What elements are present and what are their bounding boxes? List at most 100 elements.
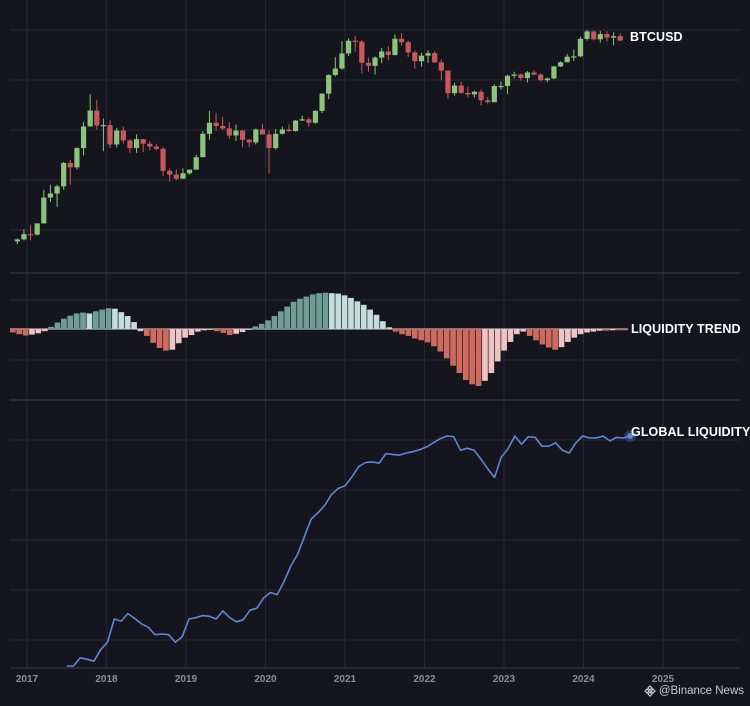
- trend-bar: [35, 329, 42, 334]
- candle-body: [107, 125, 113, 145]
- candle-body: [610, 36, 617, 38]
- trend-bar: [67, 315, 74, 329]
- trend-bar: [488, 329, 495, 374]
- candle-body: [100, 125, 107, 127]
- trend-bar: [41, 329, 48, 332]
- trend-bar: [533, 329, 539, 341]
- trend-bar: [80, 312, 86, 329]
- candle-body: [94, 110, 100, 126]
- trend-bar: [226, 329, 233, 336]
- candle-body: [266, 134, 272, 149]
- candle-body: [392, 38, 398, 55]
- trend-bar: [188, 329, 195, 336]
- candle-body: [253, 129, 259, 143]
- trend-bar: [360, 304, 367, 329]
- trend-bar: [494, 329, 501, 362]
- candle-body: [67, 163, 73, 168]
- candle-body: [147, 143, 153, 147]
- last-point-marker: [627, 433, 634, 439]
- trend-bar: [112, 308, 118, 329]
- candle-body: [326, 74, 332, 94]
- candle-body: [306, 119, 312, 123]
- candle-body: [451, 85, 458, 94]
- candle-body: [425, 53, 431, 56]
- trend-bar: [22, 329, 29, 336]
- candle-body: [465, 92, 471, 95]
- candle-body: [226, 128, 232, 136]
- candle-body: [531, 72, 537, 75]
- watermark-text: @Binance News: [658, 685, 744, 697]
- candle-body: [27, 234, 34, 236]
- candle-body: [365, 62, 372, 66]
- candle-body: [299, 119, 305, 121]
- trend-bar: [431, 329, 437, 347]
- candle-body: [34, 223, 40, 235]
- trend-bar: [233, 329, 239, 334]
- trend-bar: [386, 327, 393, 329]
- trend-bar: [596, 329, 603, 331]
- trend-bar: [520, 329, 527, 332]
- candle-body: [551, 66, 557, 79]
- trend-bar: [246, 329, 252, 330]
- trend-bar: [29, 329, 35, 335]
- candle-body: [544, 78, 550, 81]
- trend-bar: [418, 329, 424, 341]
- candle-body: [186, 169, 193, 174]
- candle-body: [61, 163, 67, 187]
- candle-body: [120, 130, 126, 141]
- trend-bar: [124, 316, 131, 329]
- candle-body: [518, 74, 524, 79]
- trend-bar: [10, 329, 16, 333]
- trend-bar: [469, 329, 476, 385]
- trend-bar: [137, 329, 144, 332]
- trend-bar: [335, 293, 342, 329]
- candle-body: [478, 91, 484, 101]
- candle-body: [127, 140, 133, 149]
- candle-body: [140, 139, 146, 144]
- candle-body: [345, 40, 352, 54]
- candle-body: [312, 110, 319, 123]
- trend-bar: [437, 329, 444, 352]
- x-axis-tick-label: 2019: [174, 674, 198, 685]
- candle-body: [379, 51, 385, 58]
- candle-body: [557, 62, 564, 67]
- candle-body: [193, 157, 199, 170]
- trend-bar: [341, 295, 348, 329]
- candle-body: [604, 34, 610, 38]
- x-axis-tick-label: 2025: [651, 674, 675, 685]
- trend-bar: [584, 329, 590, 333]
- trend-bar: [169, 329, 176, 350]
- global-liquidity-line: [66, 435, 631, 667]
- trend-bar: [514, 329, 520, 335]
- candle-body: [577, 38, 584, 57]
- trend-bar: [367, 309, 373, 329]
- candle-body: [571, 56, 577, 58]
- trend-bar: [207, 329, 214, 330]
- trend-bar: [150, 329, 157, 343]
- candle-body: [412, 52, 418, 62]
- trend-bar: [329, 293, 335, 329]
- trend-bar: [290, 301, 297, 329]
- candle-body: [14, 239, 20, 242]
- trend-bar: [86, 313, 93, 329]
- trend-bar: [284, 306, 291, 329]
- candle-body: [160, 148, 166, 171]
- trend-bar: [252, 326, 259, 329]
- trend-bar: [175, 329, 182, 344]
- candle-body: [498, 85, 504, 88]
- candle-body: [41, 197, 47, 224]
- trend-bar: [526, 329, 533, 336]
- candle-body: [438, 62, 444, 71]
- trend-bar: [565, 329, 571, 342]
- candle-body: [87, 110, 93, 127]
- candle-body: [233, 130, 239, 136]
- trend-bar: [309, 294, 316, 329]
- candle-body: [259, 129, 266, 135]
- trend-bar: [297, 298, 303, 329]
- trend-bar: [214, 329, 220, 332]
- trend-bar: [456, 329, 463, 374]
- trend-bar: [48, 326, 54, 329]
- trend-bar: [156, 329, 163, 348]
- candle-body: [398, 38, 405, 43]
